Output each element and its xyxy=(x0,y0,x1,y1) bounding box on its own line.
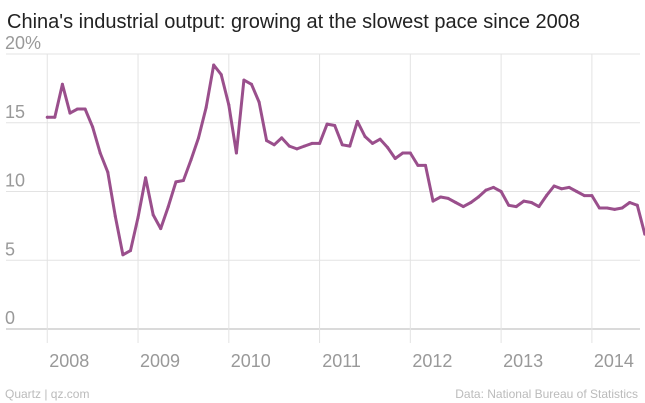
data-point xyxy=(287,144,291,148)
source-credit: Quartz | qz.com xyxy=(5,387,89,401)
data-point xyxy=(560,187,564,191)
series-layer xyxy=(45,63,645,257)
data-point xyxy=(537,205,541,209)
data-point xyxy=(181,179,185,182)
data-point xyxy=(446,196,450,200)
data-point xyxy=(401,151,405,155)
data-point xyxy=(68,111,72,115)
data-point xyxy=(424,163,427,167)
data-point xyxy=(159,227,163,231)
data-point xyxy=(166,205,170,209)
data-point xyxy=(302,144,306,148)
data-point xyxy=(310,141,314,145)
data-point xyxy=(197,136,200,140)
data-point xyxy=(136,216,140,220)
data-point xyxy=(60,82,64,86)
data-point xyxy=(189,158,193,162)
data-point xyxy=(348,144,352,148)
data-point xyxy=(318,141,322,145)
data-point xyxy=(272,143,276,147)
data-point xyxy=(597,206,601,210)
x-tick-label: 2011 xyxy=(322,351,361,371)
data-point xyxy=(461,205,465,209)
data-point xyxy=(242,78,246,82)
data-point xyxy=(98,151,102,155)
data-point xyxy=(227,103,231,107)
x-tick-label: 2010 xyxy=(231,351,271,371)
data-point xyxy=(257,100,261,104)
data-point xyxy=(393,157,397,160)
data-point xyxy=(363,135,367,138)
data-point xyxy=(416,163,420,167)
x-axis-ticks: 2008 2009 2010 2011 2012 2013 2014 xyxy=(49,351,634,371)
data-point xyxy=(635,203,639,207)
data-point xyxy=(408,151,412,155)
data-point xyxy=(371,141,374,145)
data-point xyxy=(567,185,571,189)
data-point xyxy=(575,190,579,193)
data-point xyxy=(386,146,390,149)
data-point xyxy=(76,107,79,111)
data-point xyxy=(522,199,526,203)
data-point xyxy=(628,201,632,204)
data-point xyxy=(582,194,586,198)
data-point xyxy=(204,106,208,110)
data-point xyxy=(431,199,435,203)
data-point xyxy=(355,119,359,123)
x-tick-label: 2008 xyxy=(49,351,89,371)
data-point xyxy=(492,185,495,189)
x-tick-label: 2014 xyxy=(594,351,634,371)
data-point xyxy=(325,122,329,126)
data-point xyxy=(499,190,503,193)
data-source-note: Data: National Bureau of Statistics xyxy=(455,387,638,401)
data-point xyxy=(476,195,480,199)
data-point xyxy=(45,115,49,119)
chart-title: China's industrial output: growing at th… xyxy=(7,11,580,33)
data-point xyxy=(91,125,95,129)
data-point xyxy=(129,249,132,253)
y-tick-label: 0 xyxy=(5,308,15,328)
data-point xyxy=(469,201,473,204)
data-point xyxy=(605,206,609,210)
y-tick-label: 20% xyxy=(5,33,41,53)
data-point xyxy=(552,184,556,188)
data-point xyxy=(53,115,57,119)
data-point xyxy=(219,73,223,77)
data-point xyxy=(113,214,117,218)
data-point xyxy=(613,207,617,211)
data-point xyxy=(151,213,155,217)
data-point xyxy=(121,253,125,257)
y-tick-label: 15 xyxy=(5,102,25,122)
data-point xyxy=(250,82,253,86)
y-tick-label: 5 xyxy=(5,239,15,259)
data-point xyxy=(295,147,299,151)
data-point xyxy=(212,63,216,67)
data-point xyxy=(280,136,284,140)
data-point xyxy=(507,203,511,207)
data-point xyxy=(514,205,518,209)
data-point xyxy=(484,188,488,192)
data-point xyxy=(454,201,458,204)
data-point xyxy=(333,124,337,127)
data-point xyxy=(144,176,148,180)
data-point xyxy=(83,107,87,111)
x-tick-label: 2013 xyxy=(503,351,543,371)
data-point xyxy=(529,201,533,204)
data-point xyxy=(340,143,344,147)
data-point xyxy=(106,170,110,174)
data-point xyxy=(590,194,594,198)
data-point xyxy=(439,195,443,199)
x-tick-label: 2009 xyxy=(140,351,180,371)
data-point xyxy=(174,180,178,184)
data-point xyxy=(234,151,238,155)
y-tick-label: 10 xyxy=(5,171,25,191)
x-tick-label: 2012 xyxy=(412,351,452,371)
data-point xyxy=(545,194,548,198)
data-point xyxy=(265,139,269,143)
data-point xyxy=(378,137,382,141)
y-axis-ticks: 0 5 10 15 20% xyxy=(5,33,41,328)
data-point xyxy=(620,206,624,210)
series-line xyxy=(45,63,645,257)
